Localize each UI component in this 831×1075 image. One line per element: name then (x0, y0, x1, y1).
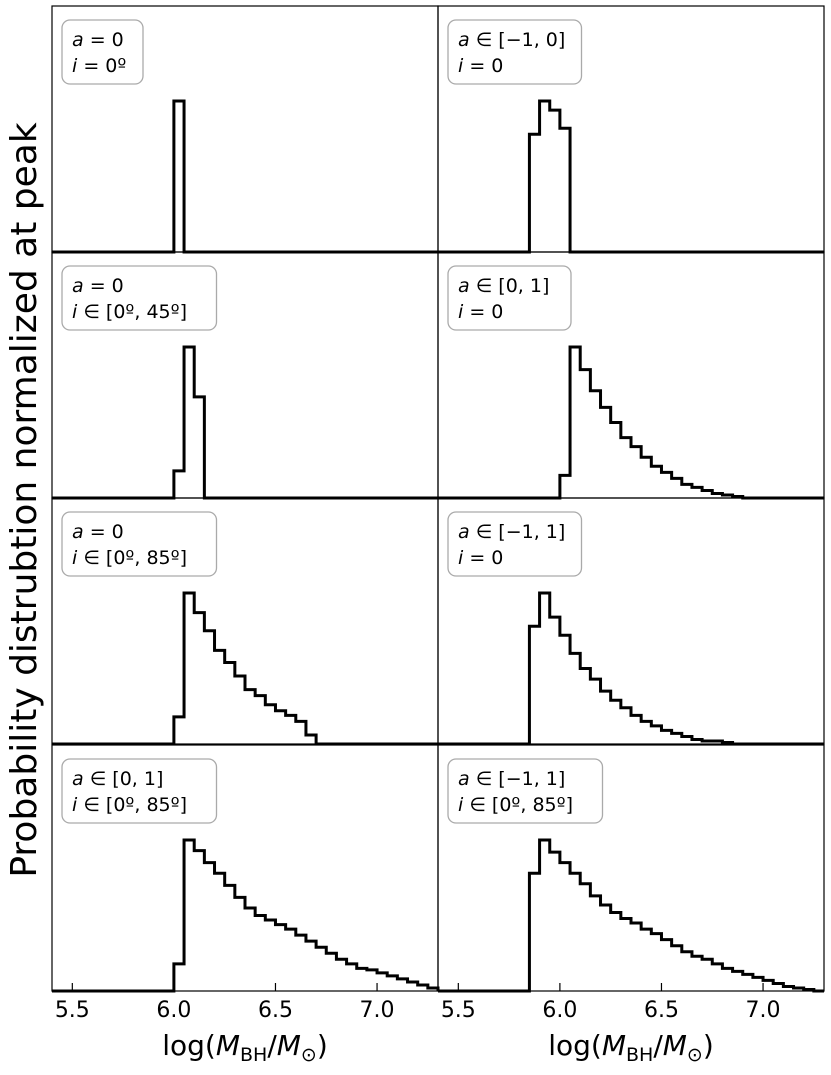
x-axis-left: 5.5 6.0 6.5 7.0 log(MBH/M⊙) (55, 983, 395, 1066)
panel-frame (437, 497, 825, 745)
panel-a0-i085: a = 0 i ∈ [0º, 85º] (51, 497, 439, 746)
annotation-spin: a ∈ [−1, 1] (458, 521, 565, 543)
annotation-inclination: i ∈ [0º, 45º] (72, 301, 187, 323)
annotation-inclination: i ∈ [0º, 85º] (72, 547, 187, 569)
panel-a01-i085: a ∈ [0, 1] i ∈ [0º, 85º] (51, 744, 440, 993)
annotation-inclination: i = 0 (458, 547, 503, 569)
annotation-inclination: i ∈ [0º, 85º] (458, 794, 573, 816)
x-tick-label: 6.5 (644, 998, 679, 1023)
panel-a01-i0: a ∈ [0, 1] i = 0 (437, 251, 825, 500)
x-axis-right: 5.5 6.0 6.5 7.0 log(MBH/M⊙) (441, 983, 781, 1066)
x-tick-label: 7.0 (746, 998, 781, 1023)
panel-a0-i045: a = 0 i ∈ [0º, 45º] (51, 251, 439, 500)
annotation-spin: a = 0 (72, 521, 124, 543)
histogram-a0-i0 (52, 99, 438, 254)
histogram-a0-i085 (52, 591, 438, 746)
annotation-spin: a ∈ [−1, 0] (458, 29, 565, 51)
x-axis-label: log(MBH/M⊙) (162, 1029, 328, 1066)
x-tick-label: 5.5 (55, 998, 90, 1023)
x-tick-label: 7.0 (360, 998, 395, 1023)
histogram-a0-i045 (52, 345, 438, 500)
annotation-box (447, 758, 604, 824)
x-tick-label: 6.0 (156, 998, 191, 1023)
x-tick-label: 5.5 (441, 998, 476, 1023)
x-tick-label: 6.5 (258, 998, 293, 1023)
annotation-spin: a ∈ [0, 1] (72, 768, 163, 790)
annotation-box (61, 758, 218, 824)
annotation-inclination: i = 0 (458, 301, 503, 323)
panel-am11-i085: a ∈ [−1, 1] i ∈ [0º, 85º] (437, 744, 825, 993)
histogram-am10-i0 (438, 99, 824, 254)
annotation-inclination: i = 0 (458, 55, 503, 77)
annotation-spin: a = 0 (72, 275, 124, 297)
panel-grid: a = 0 i = 0º a ∈ [−1, 0] i = 0 a = 0 i ∈ [0º,… (51, 5, 825, 993)
histogram-am11-i085 (438, 838, 824, 993)
annotation-box (447, 19, 583, 85)
annotation-box (447, 265, 572, 331)
x-axis-label: log(MBH/M⊙) (548, 1029, 714, 1066)
annotation-inclination: i ∈ [0º, 85º] (72, 794, 187, 816)
annotation-box (61, 511, 218, 577)
histogram-a01-i085 (52, 838, 440, 993)
y-axis-label: Probability distrubtion normalized at pe… (4, 122, 45, 878)
annotation-box (61, 19, 144, 85)
panel-am11-i0: a ∈ [−1, 1] i = 0 (437, 497, 825, 746)
x-tick-label: 6.0 (542, 998, 577, 1023)
x-axes: 5.5 6.0 6.5 7.0 log(MBH/M⊙) 5.5 6.0 6.5 7.0 log(M… (55, 983, 781, 1066)
histogram-a01-i0 (438, 345, 824, 500)
panel-am10-i0: a ∈ [−1, 0] i = 0 (437, 5, 825, 254)
annotation-inclination: i = 0º (72, 55, 126, 77)
annotation-box (447, 511, 583, 577)
panel-a0-i0: a = 0 i = 0º (51, 5, 439, 254)
panel-frame (437, 744, 825, 992)
histogram-am11-i0 (438, 591, 824, 746)
annotation-spin: a = 0 (72, 29, 124, 51)
annotation-spin: a ∈ [−1, 1] (458, 768, 565, 790)
annotation-spin: a ∈ [0, 1] (458, 275, 549, 297)
annotation-box (61, 265, 218, 331)
